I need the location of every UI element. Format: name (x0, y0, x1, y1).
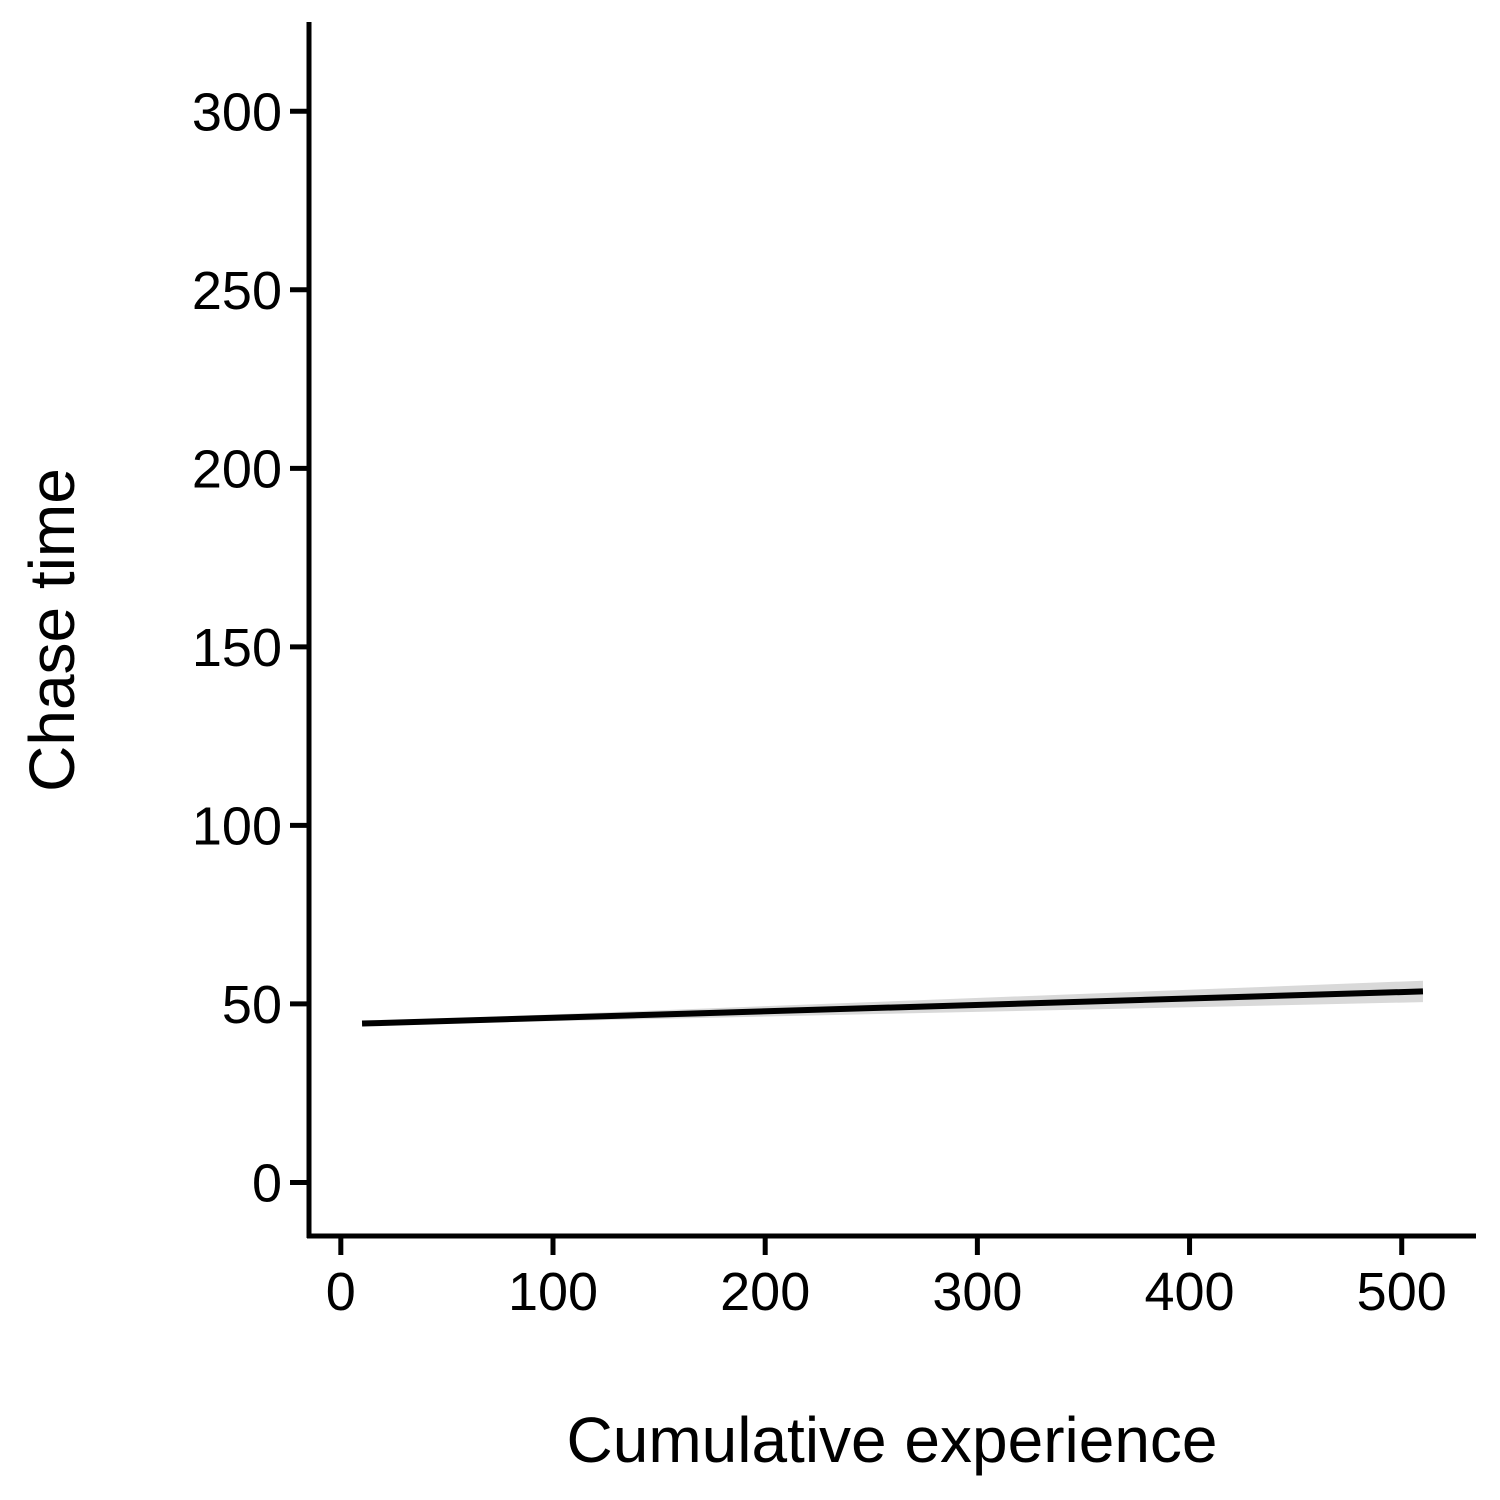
x-tick-label: 500 (1357, 1262, 1447, 1322)
axes: 0 50 100 150 200 250 300 0 100 200 300 400 500 (192, 22, 1476, 1322)
x-axis-title: Cumulative experience (567, 1404, 1218, 1476)
x-tick-label: 300 (932, 1262, 1022, 1322)
y-tick-label: 150 (192, 618, 282, 678)
x-tick-label: 0 (326, 1262, 356, 1322)
y-tick-label: 50 (222, 975, 282, 1035)
y-tick-label: 250 (192, 261, 282, 321)
trend-line-0 (361, 988, 1424, 1027)
y-tick-label: 0 (252, 1153, 282, 1213)
y-axis-title: Chase time (16, 468, 88, 792)
x-tick-label: 200 (720, 1262, 810, 1322)
y-tick-label: 100 (192, 796, 282, 856)
y-tick-label: 300 (192, 82, 282, 142)
y-tick-label: 200 (192, 439, 282, 499)
x-tick-label: 100 (508, 1262, 598, 1322)
trend-line-layer (361, 988, 1424, 1027)
x-tick-label: 400 (1144, 1262, 1234, 1322)
